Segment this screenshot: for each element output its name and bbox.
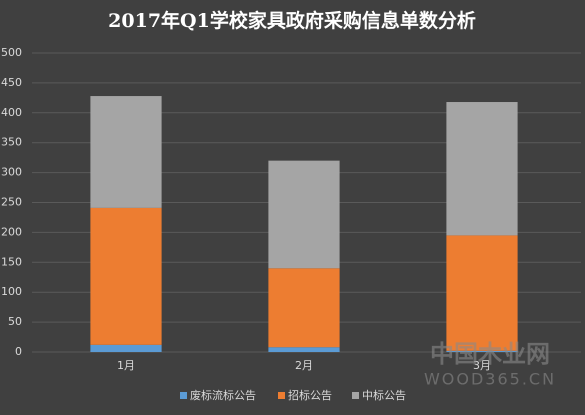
- legend-label: 废标流标公告: [190, 388, 256, 402]
- legend-label: 招标公告: [288, 388, 332, 402]
- y-tick-label: 300: [1, 166, 22, 179]
- watermark: WOOD365.CN: [424, 370, 556, 389]
- bar-segment: [268, 268, 340, 348]
- y-tick-label: 50: [8, 315, 22, 328]
- y-tick-label: 500: [1, 46, 22, 59]
- legend-swatch: [180, 392, 187, 399]
- x-tick-label: 3月: [473, 359, 491, 372]
- y-tick-label: 100: [1, 285, 22, 298]
- legend-swatch: [278, 392, 285, 399]
- bar-segment: [90, 344, 162, 352]
- y-tick-label: 400: [1, 106, 22, 119]
- y-tick-label: 350: [1, 136, 22, 149]
- bar-segment: [90, 96, 162, 208]
- bar-segment: [268, 347, 340, 352]
- y-tick-label: 250: [1, 196, 22, 209]
- y-tick-label: 0: [15, 345, 22, 358]
- y-tick-label: 450: [1, 76, 22, 89]
- legend-swatch: [352, 392, 359, 399]
- legend-label: 中标公告: [362, 388, 406, 402]
- bar-segment: [446, 102, 518, 236]
- x-tick-label: 2月: [295, 359, 313, 372]
- x-tick-label: 1月: [117, 359, 135, 372]
- y-tick-label: 200: [1, 225, 22, 238]
- bar-segment: [90, 207, 162, 345]
- bar-segment: [446, 235, 518, 351]
- watermark: 中国木业网: [430, 340, 550, 368]
- bar-segment: [268, 160, 340, 269]
- y-tick-label: 150: [1, 255, 22, 268]
- chart-title: 2017年Q1学校家具政府采购信息单数分析: [108, 9, 476, 32]
- bar-segment: [446, 350, 518, 352]
